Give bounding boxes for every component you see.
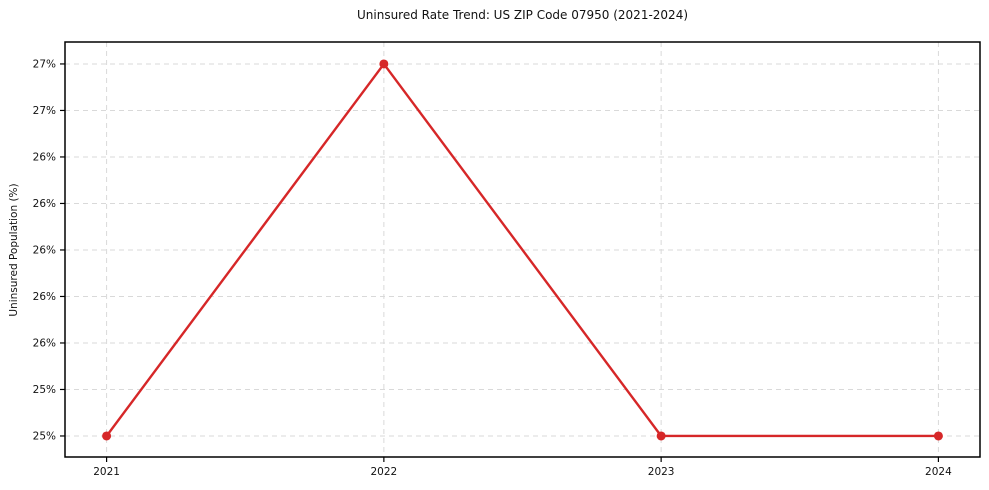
chart-title: Uninsured Rate Trend: US ZIP Code 07950 …: [356, 8, 689, 22]
y-tick-label: 27%: [33, 58, 56, 70]
y-tick-label: 26%: [33, 198, 56, 210]
y-tick-label: 26%: [33, 244, 56, 256]
data-point: [102, 431, 112, 441]
y-tick-label: 26%: [33, 337, 56, 349]
y-tick-label: 26%: [33, 291, 56, 303]
y-tick-label: 27%: [33, 105, 56, 117]
trend-line: [105, 62, 940, 438]
x-tick-label: 2024: [925, 466, 952, 478]
data-point: [933, 431, 943, 441]
data-point: [656, 431, 666, 441]
y-tick-label: 25%: [33, 384, 56, 396]
data-point: [379, 59, 389, 69]
x-tick-label: 2021: [93, 466, 120, 478]
y-tick-label: 25%: [33, 430, 56, 442]
y-tick-label: 26%: [33, 151, 56, 163]
x-tick-label: 2022: [370, 466, 397, 478]
x-tick-label: 2023: [648, 466, 675, 478]
